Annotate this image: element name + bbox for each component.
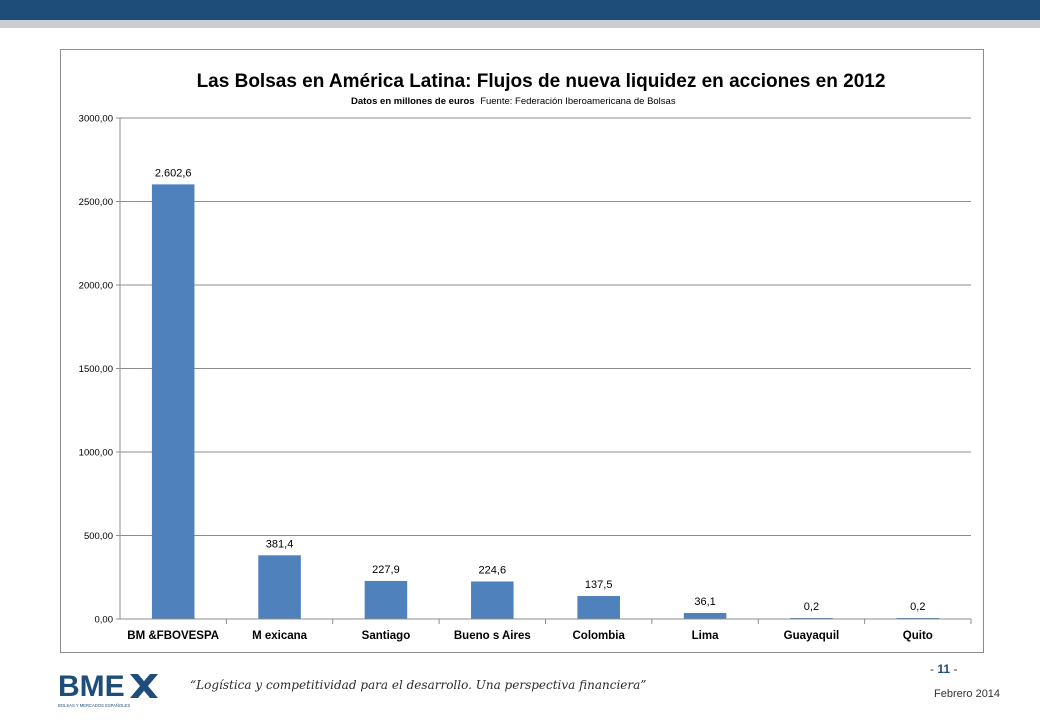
logo-subtext: BOLSAS Y MERCADOS ESPAÑOLES	[58, 703, 130, 708]
header-bar	[0, 0, 1040, 20]
gridlines	[120, 117, 971, 536]
data-label: 36,1	[694, 596, 715, 608]
footer-date: Febrero 2014	[934, 688, 1001, 700]
data-labels: 2.602,6 381,4 227,9 224,6 137,5 36,1 0,2 0,2	[155, 167, 926, 613]
bar	[577, 596, 620, 619]
x-tick-label: Bueno s Aires	[454, 630, 531, 642]
bar	[364, 580, 408, 619]
chart-subtitle-units: Datos en millones de euros	[351, 96, 475, 107]
y-tick-label: 2000,00	[79, 281, 113, 292]
logo-text: BME	[58, 670, 125, 703]
data-label: 224,6	[479, 564, 507, 576]
logo-x-mark-icon	[130, 674, 158, 698]
header-stripe	[0, 20, 1040, 28]
x-tick-label: BM &FBOVESPA	[127, 630, 219, 642]
x-tick-label: Quito	[903, 630, 933, 642]
y-axis-ticks: 0,00 500,00 1000,00 1500,00 2000,00 2500,00 30…	[79, 114, 120, 626]
page-suffix: -	[950, 662, 958, 676]
data-label: 2.602,6	[155, 167, 192, 179]
data-label: 381,4	[266, 538, 294, 550]
x-axis-ticks: BM &FBOVESPA M exicana Santiago Bueno s Air…	[127, 619, 972, 642]
page-number-value: 11	[937, 662, 951, 676]
y-tick-label: 3000,00	[79, 114, 113, 125]
bar-chart: Las Bolsas en América Latina: Flujos de …	[79, 71, 972, 642]
bme-logo: BME BOLSAS Y MERCADOS ESPAÑOLES	[58, 670, 158, 708]
data-label: 0,2	[910, 601, 925, 613]
y-tick-label: 500,00	[84, 531, 113, 542]
data-label: 227,9	[372, 564, 400, 576]
bar	[258, 555, 301, 619]
chart-frame: Las Bolsas en América Latina: Flujos de …	[60, 49, 984, 653]
y-tick-label: 0,00	[95, 615, 114, 626]
footer-quote: “Logística y competitividad para el desa…	[190, 678, 647, 692]
page-prefix: -	[930, 662, 938, 676]
chart-subtitle: Datos en millones de euros Fuente: Feder…	[351, 96, 676, 107]
page-number: - 11 -	[930, 662, 957, 676]
bar	[151, 184, 195, 620]
y-tick-label: 2500,00	[79, 197, 113, 208]
data-label: 0,2	[804, 601, 819, 613]
axes	[119, 118, 971, 620]
bar	[471, 581, 514, 619]
chart-title: Las Bolsas en América Latina: Flujos de …	[197, 71, 886, 92]
x-tick-label: Guayaquil	[784, 630, 840, 642]
y-tick-label: 1000,00	[79, 448, 113, 459]
x-tick-label: Lima	[692, 630, 719, 642]
chart-subtitle-source: Fuente: Federación Iberoamericana de Bol…	[480, 96, 676, 107]
data-label: 137,5	[585, 579, 613, 591]
bars	[151, 184, 940, 620]
x-tick-label: M exicana	[252, 630, 308, 642]
x-tick-label: Colombia	[572, 630, 625, 642]
x-tick-label: Santiago	[362, 630, 411, 642]
y-tick-label: 1500,00	[79, 364, 113, 375]
bar	[683, 612, 727, 619]
